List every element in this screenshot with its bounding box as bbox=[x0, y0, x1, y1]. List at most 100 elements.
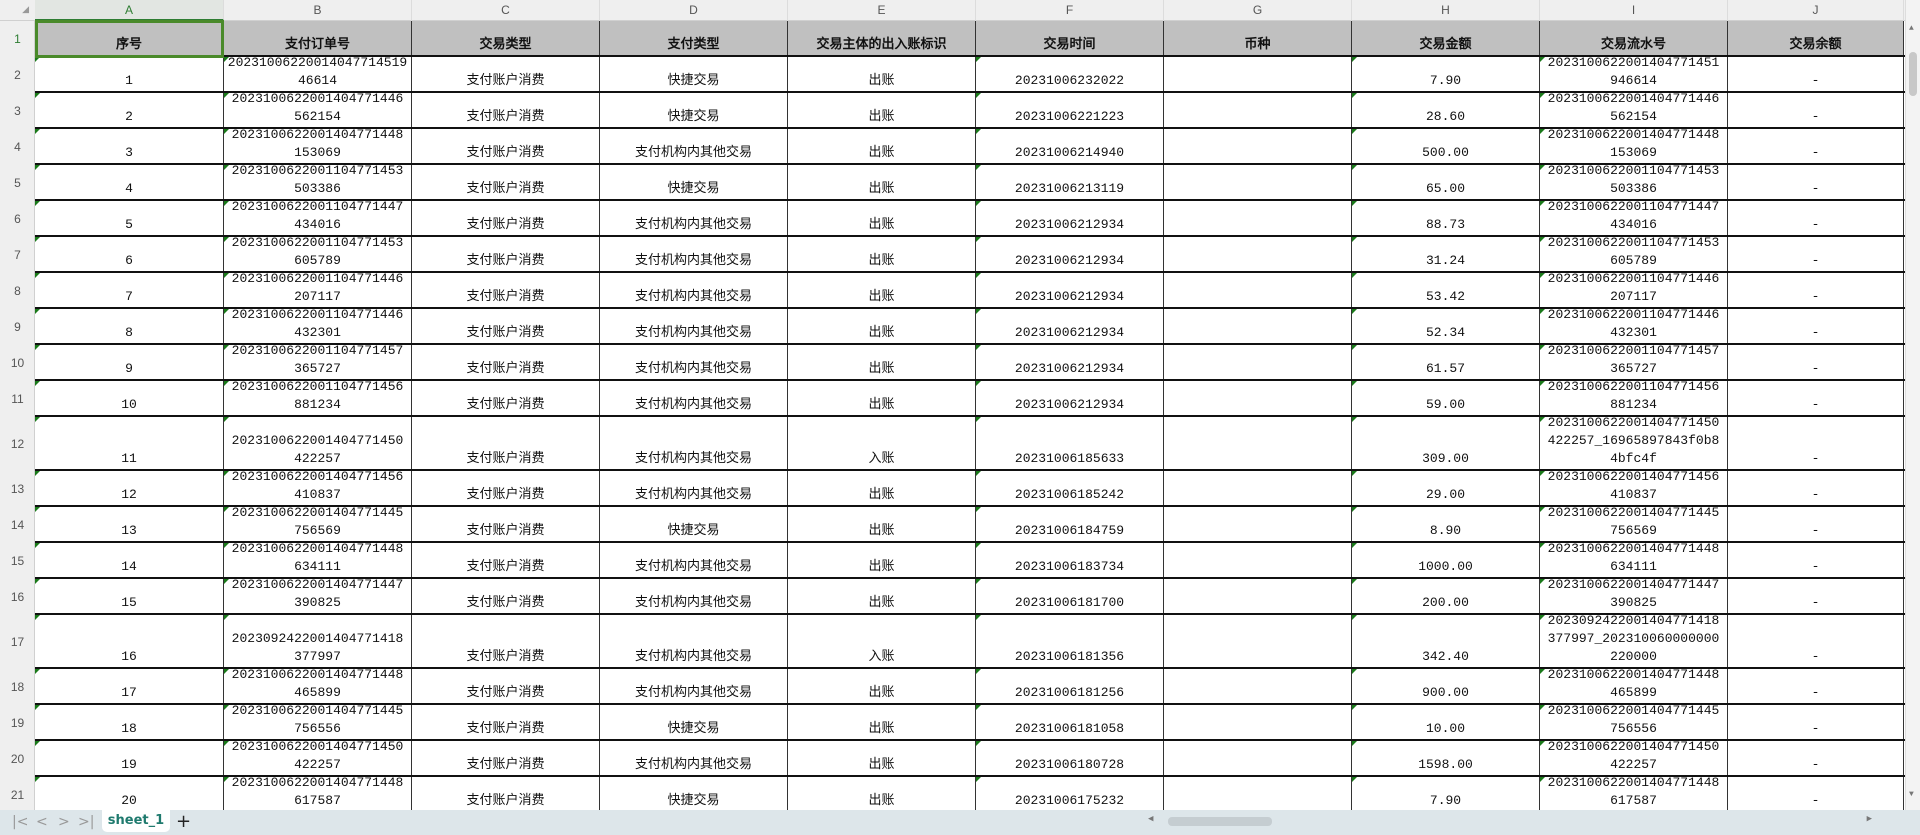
table-cell[interactable]: - bbox=[1728, 471, 1904, 505]
table-cell[interactable]: 2023100622001404771450 422257 bbox=[1540, 739, 1728, 775]
column-header-i[interactable]: I bbox=[1540, 0, 1728, 21]
row-header[interactable]: 20 bbox=[10, 752, 25, 766]
table-cell[interactable]: 支付账户消费 bbox=[412, 57, 600, 91]
column-header-e[interactable]: E bbox=[788, 0, 976, 21]
table-cell[interactable]: 2 bbox=[35, 93, 224, 127]
table-cell[interactable]: 3 bbox=[35, 129, 224, 163]
scroll-right-icon[interactable]: ▶ bbox=[1866, 814, 1872, 824]
row-header[interactable]: 17 bbox=[10, 635, 25, 649]
table-cell[interactable]: - bbox=[1728, 669, 1904, 703]
table-cell[interactable]: 2023100622001104771457 365727 bbox=[224, 343, 412, 379]
table-cell[interactable]: 17 bbox=[35, 669, 224, 703]
table-cell[interactable]: 20231006181256 bbox=[976, 669, 1164, 703]
table-cell[interactable]: 入账 bbox=[788, 417, 976, 469]
table-cell[interactable]: 7 bbox=[35, 273, 224, 307]
scroll-down-icon[interactable]: ▼ bbox=[1909, 790, 1914, 799]
table-cell[interactable]: - bbox=[1728, 57, 1904, 91]
table-cell[interactable]: 10.00 bbox=[1352, 705, 1540, 739]
row-header[interactable]: 15 bbox=[10, 554, 25, 568]
table-cell[interactable]: 20231006212934 bbox=[976, 309, 1164, 343]
table-cell[interactable]: 支付机构内其他交易 bbox=[600, 471, 788, 505]
table-cell[interactable]: 59.00 bbox=[1352, 381, 1540, 415]
table-cell[interactable]: - bbox=[1728, 381, 1904, 415]
table-cell[interactable]: - bbox=[1728, 777, 1904, 810]
table-cell[interactable]: 2023100622001404771446 562154 bbox=[1540, 91, 1728, 127]
table-cell[interactable]: 20231006232022 bbox=[976, 57, 1164, 91]
table-cell[interactable]: 20231006212934 bbox=[976, 273, 1164, 307]
row-header[interactable]: 19 bbox=[10, 716, 25, 730]
row-header[interactable]: 4 bbox=[14, 140, 21, 154]
table-cell[interactable]: 出账 bbox=[788, 273, 976, 307]
table-cell[interactable]: 20231006181700 bbox=[976, 579, 1164, 613]
table-cell[interactable]: 支付机构内其他交易 bbox=[600, 669, 788, 703]
table-cell[interactable]: 出账 bbox=[788, 345, 976, 379]
scroll-up-icon[interactable]: ▲ bbox=[1909, 24, 1914, 33]
table-cell[interactable]: 20231006214940 bbox=[976, 129, 1164, 163]
row-header[interactable]: 11 bbox=[11, 392, 24, 406]
table-cell[interactable]: 200.00 bbox=[1352, 579, 1540, 613]
table-cell[interactable]: 11 bbox=[35, 417, 224, 469]
table-cell[interactable]: 支付账户消费 bbox=[412, 669, 600, 703]
table-cell[interactable]: - bbox=[1728, 741, 1904, 775]
table-cell[interactable]: - bbox=[1728, 201, 1904, 235]
table-cell[interactable] bbox=[1164, 417, 1352, 469]
last-sheet-icon[interactable]: >| bbox=[78, 814, 95, 830]
table-cell[interactable]: - bbox=[1728, 417, 1904, 469]
table-cell[interactable]: 15 bbox=[35, 579, 224, 613]
table-cell[interactable]: 500.00 bbox=[1352, 129, 1540, 163]
table-cell[interactable]: 7.90 bbox=[1352, 57, 1540, 91]
table-cell[interactable]: 2023100622001104771446 432301 bbox=[224, 307, 412, 343]
table-cell[interactable]: 支付账户消费 bbox=[412, 579, 600, 613]
column-title[interactable]: 交易类型 bbox=[412, 21, 600, 55]
table-cell[interactable]: 7.90 bbox=[1352, 777, 1540, 810]
column-header-c[interactable]: C bbox=[412, 0, 600, 21]
table-cell[interactable]: 出账 bbox=[788, 543, 976, 577]
table-cell[interactable]: 支付账户消费 bbox=[412, 417, 600, 469]
table-cell[interactable]: 2023100622001104771447 434016 bbox=[224, 199, 412, 235]
row-header[interactable]: 21 bbox=[10, 788, 25, 802]
table-cell[interactable]: 快捷交易 bbox=[600, 705, 788, 739]
table-cell[interactable]: 出账 bbox=[788, 201, 976, 235]
table-cell[interactable]: 28.60 bbox=[1352, 93, 1540, 127]
table-cell[interactable]: 2023100622001404771447 390825 bbox=[1540, 577, 1728, 613]
table-cell[interactable]: 出账 bbox=[788, 237, 976, 271]
table-cell[interactable]: 出账 bbox=[788, 471, 976, 505]
table-cell[interactable]: - bbox=[1728, 615, 1904, 667]
vertical-scrollbar[interactable]: ▲ ▼ bbox=[1905, 0, 1920, 810]
row-header[interactable]: 2 bbox=[14, 68, 21, 82]
table-cell[interactable]: 支付机构内其他交易 bbox=[600, 741, 788, 775]
table-cell[interactable]: 2023100622001404771448 634111 bbox=[224, 541, 412, 577]
table-cell[interactable]: 出账 bbox=[788, 165, 976, 199]
table-cell[interactable]: 16 bbox=[35, 615, 224, 667]
table-cell[interactable]: 2023100622001104771453 605789 bbox=[1540, 235, 1728, 271]
table-cell[interactable]: 支付机构内其他交易 bbox=[600, 543, 788, 577]
table-cell[interactable]: 出账 bbox=[788, 129, 976, 163]
row-header[interactable]: 5 bbox=[14, 176, 21, 190]
table-cell[interactable]: 20231006180728 bbox=[976, 741, 1164, 775]
table-cell[interactable]: 20231006221223 bbox=[976, 93, 1164, 127]
table-cell[interactable]: 快捷交易 bbox=[600, 165, 788, 199]
table-cell[interactable]: 支付机构内其他交易 bbox=[600, 201, 788, 235]
table-cell[interactable]: - bbox=[1728, 705, 1904, 739]
table-cell[interactable] bbox=[1164, 237, 1352, 271]
column-title[interactable]: 交易时间 bbox=[976, 21, 1164, 55]
table-cell[interactable]: 20231006175232 bbox=[976, 777, 1164, 810]
table-cell[interactable]: 5 bbox=[35, 201, 224, 235]
vertical-scroll-thumb[interactable] bbox=[1909, 52, 1917, 96]
table-cell[interactable]: 53.42 bbox=[1352, 273, 1540, 307]
table-cell[interactable]: 2023092422001404771418 377997 bbox=[224, 615, 412, 667]
table-cell[interactable]: 支付账户消费 bbox=[412, 777, 600, 810]
table-cell[interactable]: 支付账户消费 bbox=[412, 471, 600, 505]
table-cell[interactable]: 2023100622001404771448 634111 bbox=[1540, 541, 1728, 577]
table-cell[interactable]: 18 bbox=[35, 705, 224, 739]
table-cell[interactable]: 2023100622001404771446 562154 bbox=[224, 91, 412, 127]
table-cell[interactable]: 支付机构内其他交易 bbox=[600, 579, 788, 613]
table-cell[interactable]: 2023100622001404771448 153069 bbox=[1540, 127, 1728, 163]
table-cell[interactable]: 8 bbox=[35, 309, 224, 343]
table-cell[interactable] bbox=[1164, 579, 1352, 613]
table-cell[interactable]: 20231006212934 bbox=[976, 345, 1164, 379]
table-cell[interactable]: 支付账户消费 bbox=[412, 165, 600, 199]
table-cell[interactable]: 61.57 bbox=[1352, 345, 1540, 379]
table-cell[interactable]: 出账 bbox=[788, 579, 976, 613]
column-title[interactable]: 币种 bbox=[1164, 21, 1352, 55]
